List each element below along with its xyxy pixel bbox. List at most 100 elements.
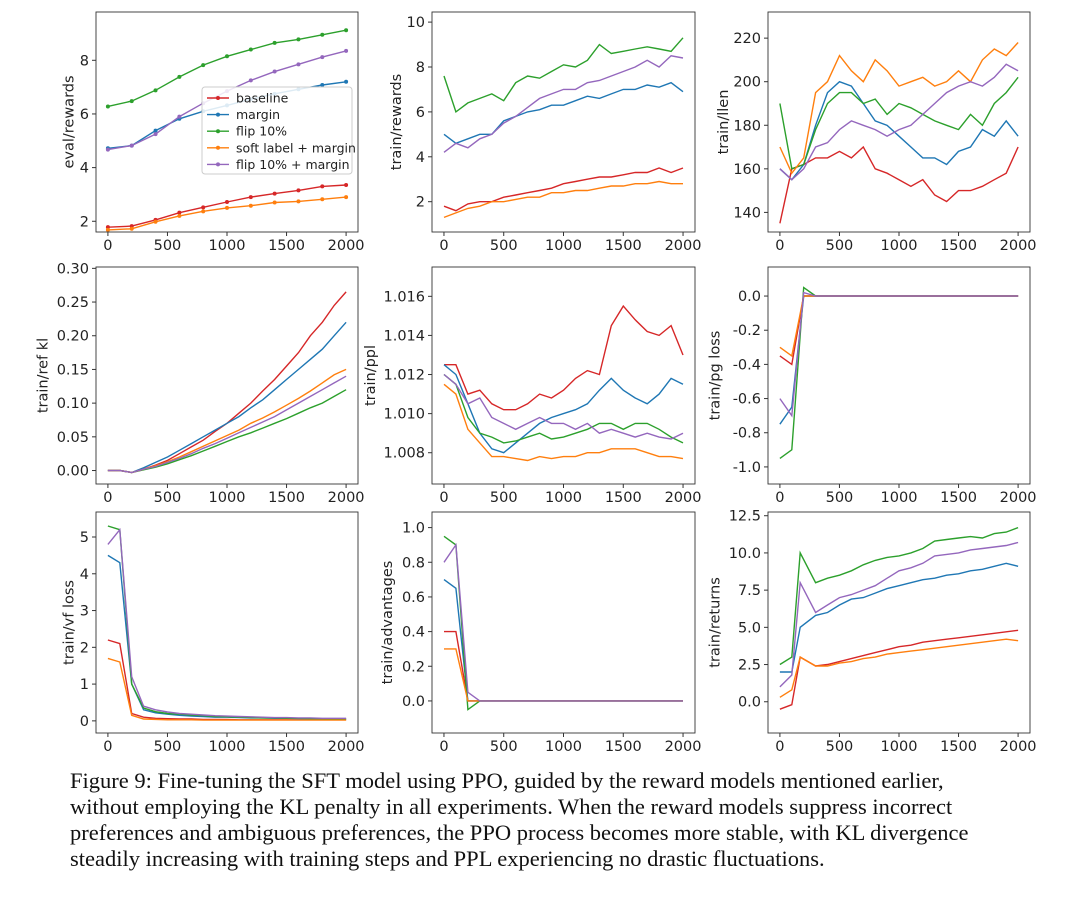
legend-marker [216, 96, 220, 100]
x-tick-label: 500 [154, 490, 182, 506]
x-tick-label: 500 [490, 739, 518, 755]
data-point [272, 69, 277, 74]
y-tick-label: 0.10 [57, 396, 89, 412]
x-tick-label: 1500 [940, 238, 977, 254]
y-tick-label: 2 [80, 640, 89, 656]
x-tick-label: 2000 [1000, 739, 1037, 755]
series-line-flip-10-margin [443, 542, 683, 702]
axes-frame [431, 511, 696, 734]
series-line-flip-10-margin [107, 375, 347, 474]
x-tick-label: 500 [490, 238, 518, 254]
data-point [344, 48, 349, 53]
y-tick-label: 12.5 [729, 509, 761, 525]
y-tick-label: 2 [80, 214, 89, 230]
series-line-flip-10- [107, 525, 347, 720]
data-point [272, 40, 277, 45]
y-tick-label: 0.0 [738, 289, 761, 305]
series-line-baseline [443, 167, 684, 212]
series-line-soft-label-margin [444, 648, 683, 702]
y-axis-label: train/pg loss [708, 331, 724, 421]
subplot-train-ppl: 0 500 1000 1500 2000 1.008 1.010 1.012 1.014 1.01… [363, 266, 701, 506]
x-tick-label: 1000 [209, 238, 246, 254]
subplot-train-advantages: 0 500 1000 1500 2000 0.0 0.2 0.4 0.6 0.8 1.0 train/… [380, 511, 702, 755]
series-line-flip-10- [779, 76, 1019, 170]
y-tick-label: 0.8 [402, 555, 425, 571]
subplot-train-pg-loss: 0 500 1000 1500 2000 -1.0 -0.8 -0.6 -0.4 -0.2 0.0 t… [708, 266, 1037, 506]
x-tick-label: 1500 [268, 739, 305, 755]
series-line-soft-label-margin [779, 42, 1019, 175]
legend-marker [216, 112, 220, 117]
series-line-soft-label-margin [107, 657, 347, 721]
series-line-soft-label-margin [107, 368, 347, 474]
x-tick-label: 0 [439, 238, 448, 254]
series-line-baseline [444, 304, 684, 411]
x-tick-label: 2000 [1000, 490, 1037, 506]
legend-marker [216, 129, 220, 134]
y-tick-label: -0.8 [733, 426, 761, 442]
y-tick-label: 1 [80, 677, 89, 693]
series-line-flip-10-margin [779, 541, 1019, 688]
y-tick-label: 4 [416, 150, 425, 166]
x-tick-label: 2000 [328, 238, 365, 254]
y-tick-label: 0.0 [402, 694, 425, 710]
axes-frame [431, 266, 696, 485]
data-point [153, 88, 158, 93]
y-tick-label: 7.5 [738, 583, 761, 599]
x-tick-label: 1500 [940, 490, 977, 506]
data-point [248, 78, 253, 83]
series-line-flip-10- [779, 286, 1019, 459]
y-tick-label: -0.6 [733, 392, 761, 408]
data-point [105, 104, 110, 109]
x-tick-label: 2000 [665, 739, 702, 755]
x-tick-label: 2000 [328, 490, 365, 506]
y-tick-label: 160 [733, 162, 761, 178]
x-tick-label: 2000 [1000, 238, 1037, 254]
series-line-baseline [107, 291, 347, 474]
data-point [225, 54, 229, 59]
legend-box [201, 86, 353, 175]
y-tick-label: 4 [80, 161, 89, 177]
series-line-margin [779, 562, 1019, 673]
y-tick-label: -0.4 [733, 357, 761, 373]
data-point [296, 37, 301, 42]
data-point [320, 55, 325, 60]
legend-label: baseline [236, 91, 289, 106]
series-line-flip-10-margin [779, 63, 1019, 181]
y-tick-label: 4 [80, 567, 89, 583]
axes-frame [767, 11, 1031, 233]
series-line-flip-10- [107, 389, 347, 474]
x-tick-label: 0 [439, 490, 448, 506]
y-tick-label: -1.0 [733, 460, 761, 476]
x-tick-label: 500 [154, 739, 182, 755]
y-axis-label: train/returns [708, 577, 724, 668]
series-line-baseline [444, 630, 683, 702]
data-point [272, 200, 277, 205]
data-point [296, 188, 301, 193]
caption-line: steadily increasing with training steps … [70, 846, 825, 871]
y-axis-label: train/vf loss [61, 580, 77, 665]
data-point [129, 99, 134, 104]
x-tick-label: 500 [826, 739, 854, 755]
data-point [272, 191, 277, 196]
y-tick-label: 1.014 [383, 328, 425, 344]
y-tick-label: 0.25 [57, 295, 89, 311]
x-tick-label: 1000 [881, 490, 918, 506]
y-axis-label: train/rewards [389, 74, 405, 170]
x-tick-label: 0 [103, 490, 112, 506]
y-tick-label: 200 [733, 75, 761, 91]
subplot-train-rewards: 0 500 1000 1500 2000 2 4 6 8 10 train/rewards [389, 11, 702, 254]
y-tick-label: 220 [733, 31, 761, 47]
y-tick-label: 10 [407, 15, 425, 31]
y-tick-label: 0.4 [402, 625, 425, 641]
data-point [153, 219, 158, 224]
y-axis-label: train/advantages [380, 561, 396, 685]
data-point [201, 63, 206, 68]
caption-line: preferences and ambiguous preferences, t… [70, 820, 969, 845]
x-tick-label: 1500 [940, 739, 977, 755]
data-point [296, 199, 301, 204]
x-tick-label: 1500 [268, 238, 305, 254]
x-tick-label: 2000 [665, 238, 702, 254]
legend-marker [216, 162, 220, 167]
series-line-flip-10- [443, 535, 683, 711]
